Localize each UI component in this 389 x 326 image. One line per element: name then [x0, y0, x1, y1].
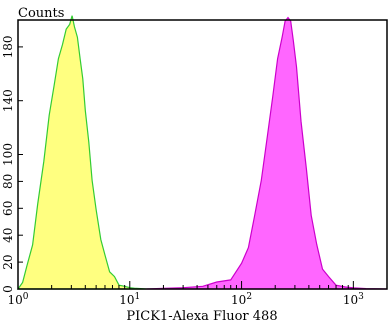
y-tick-label: 0 [1, 285, 15, 293]
histogram-series-2 [146, 16, 388, 290]
x-tick-label: 100 [7, 292, 28, 307]
x-tick-label: 101 [119, 292, 140, 307]
x-axis-title: PICK1-Alexa Fluor 488 [126, 309, 277, 324]
histogram-series-1 [16, 15, 147, 290]
y-axis: 0 20 40 60 80 100 140 180 [1, 35, 23, 293]
y-axis-title: Counts [18, 6, 64, 21]
x-axis: 100 101 102 103 [7, 281, 388, 307]
y-tick-label: 80 [1, 174, 15, 189]
y-tick-label: 140 [1, 89, 15, 112]
y-tick-label: 40 [1, 228, 15, 243]
y-tick-label: 100 [1, 143, 15, 166]
y-tick-label: 180 [1, 35, 15, 58]
series-layer [16, 15, 388, 290]
y-tick-label: 60 [1, 201, 15, 216]
y-tick-label: 20 [1, 254, 15, 269]
x-tick-label: 103 [343, 292, 364, 307]
x-tick-label: 102 [231, 292, 252, 307]
